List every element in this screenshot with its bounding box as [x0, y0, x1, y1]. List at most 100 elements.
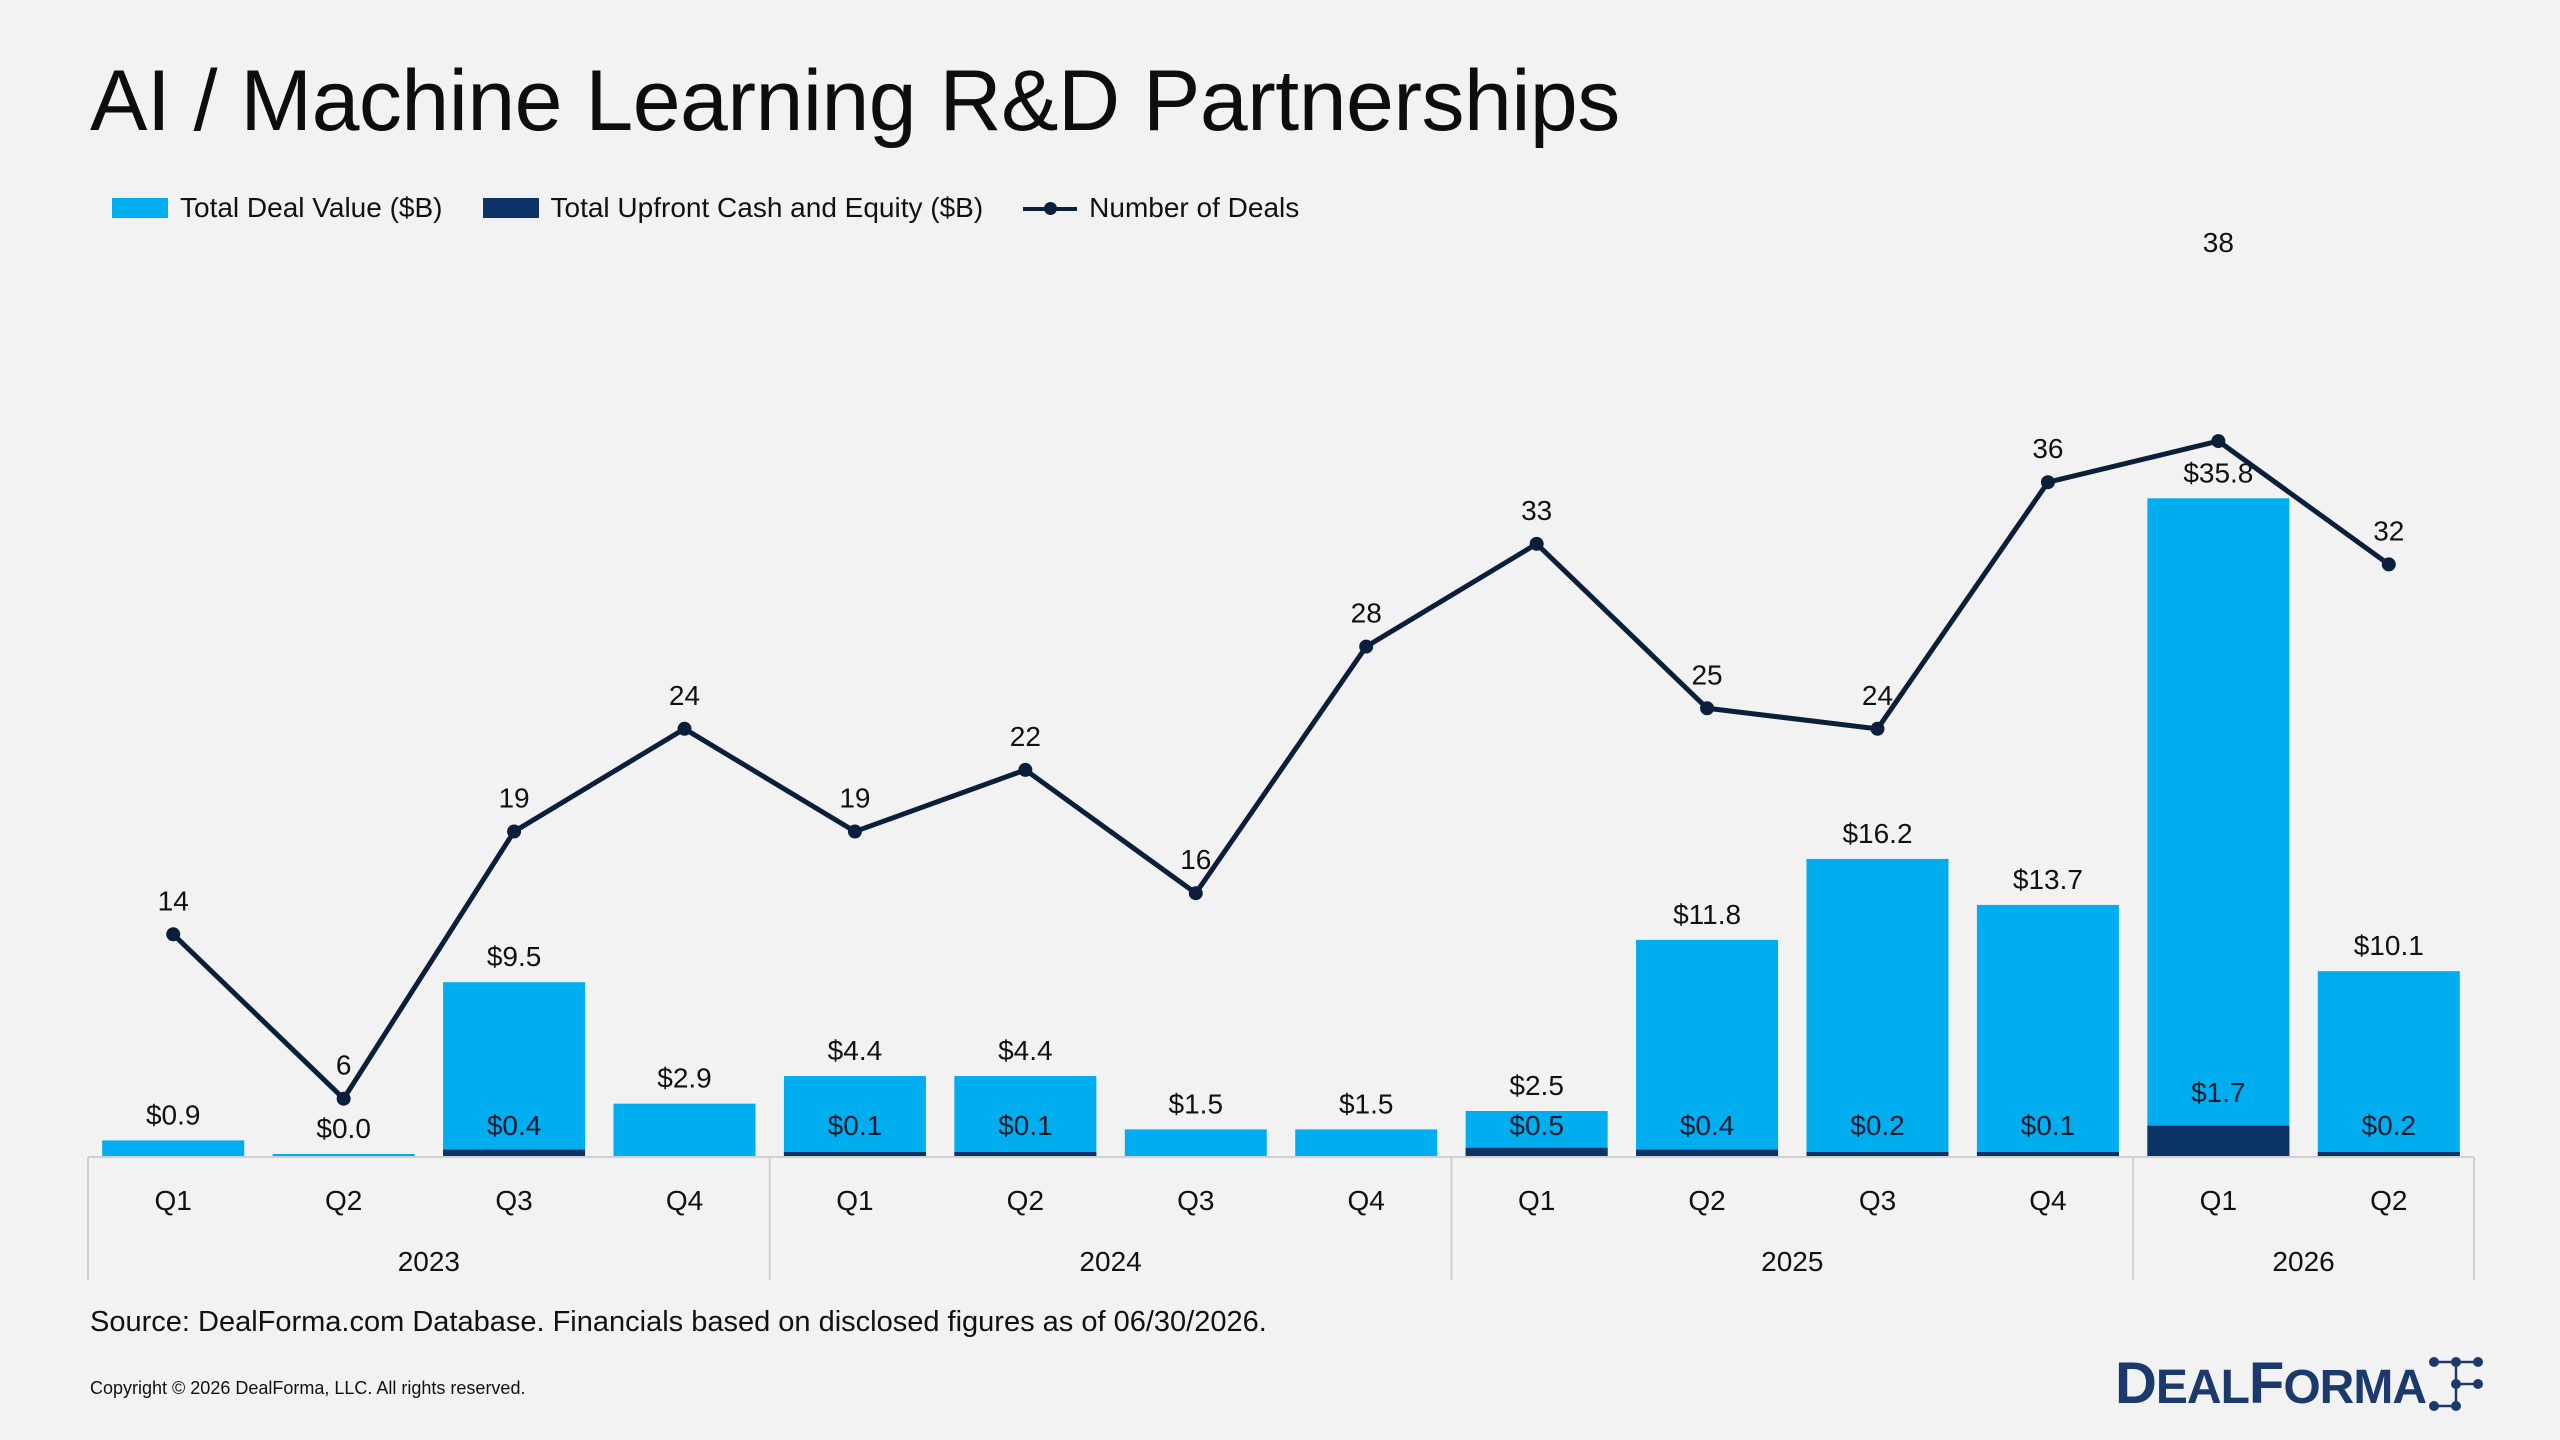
deals-label: 28 [1351, 598, 1382, 629]
bar-total-value [2147, 498, 2290, 1157]
deals-point [1359, 639, 1374, 654]
bar-label-upfront: $0.1 [998, 1110, 1053, 1141]
bar-label-upfront: $1.7 [2191, 1077, 2246, 1108]
deals-point [336, 1091, 351, 1106]
bar-upfront [1636, 1149, 1779, 1157]
chart-legend: Total Deal Value ($B) Total Upfront Cash… [112, 192, 1339, 224]
legend-swatch-upfront [482, 198, 539, 218]
x-tick-label-year: 2025 [1761, 1246, 1823, 1277]
bar-upfront [1465, 1147, 1608, 1157]
x-tick-label-quarter: Q1 [836, 1185, 873, 1216]
bar-label-total-value: $4.4 [998, 1035, 1053, 1066]
bar-label-total-value: $11.8 [1673, 899, 1741, 930]
deals-label: 22 [1010, 721, 1041, 752]
bar-total-value [443, 982, 586, 1157]
bar-label-total-value: $0.9 [146, 1099, 201, 1130]
x-tick-label-quarter: Q1 [1518, 1185, 1555, 1216]
dealforma-logo: DEALFORMA [2115, 1350, 2488, 1417]
deals-point [1700, 701, 1715, 716]
bar-total-value [272, 1154, 415, 1157]
source-note: Source: DealForma.com Database. Financia… [90, 1306, 1267, 1338]
bar-upfront [2317, 1152, 2460, 1157]
legend-item-deals: Number of Deals [1023, 192, 1299, 224]
x-tick-label-quarter: Q4 [666, 1185, 703, 1216]
bar-label-total-value: $9.5 [487, 941, 542, 972]
deals-line [171, 438, 2391, 1103]
bar-label-total-value: $10.1 [2354, 930, 2424, 961]
copyright-note: Copyright © 2026 DealForma, LLC. All rig… [90, 1378, 526, 1398]
x-tick-label-quarter: Q4 [1348, 1185, 1385, 1216]
chart-plot: $0.9 $0.0 $9.5 $2.9 $4.4 $4.4 $1.5 $1.5 $2.5 $11.… [87, 227, 2475, 1280]
x-tick-label-quarter: Q3 [1859, 1185, 1896, 1216]
x-tick-label-quarter: Q3 [1177, 1185, 1214, 1216]
x-tick-label-quarter: Q4 [2029, 1185, 2066, 1216]
bar-total-value [954, 1076, 1097, 1157]
legend-label-total-value: Total Deal Value ($B) [180, 192, 443, 223]
bar-label-upfront: $0.1 [828, 1110, 883, 1141]
deals-point [1870, 721, 1885, 736]
bar-upfront [443, 1149, 586, 1157]
x-tick-label-quarter: Q2 [1007, 1185, 1044, 1216]
deals-label: 32 [2373, 515, 2404, 546]
x-tick-label-quarter: Q3 [495, 1185, 532, 1216]
deals-label: 25 [1691, 659, 1722, 690]
bar-total-value [1295, 1129, 1438, 1157]
bar-upfront [1806, 1152, 1949, 1157]
legend-marker-deals [1023, 198, 1078, 218]
deals-point [2381, 557, 2396, 572]
bar-label-total-value: $35.8 [2183, 457, 2253, 488]
bar-total-value [102, 1140, 245, 1157]
bar-total-value [1976, 904, 2119, 1157]
deals-label: 19 [839, 783, 870, 814]
x-tick-label-quarter: Q2 [1688, 1185, 1725, 1216]
bar-label-total-value: $1.5 [1169, 1088, 1224, 1119]
deals-point [166, 927, 181, 942]
x-tick-label-year: 2024 [1079, 1246, 1141, 1277]
bar-label-upfront: $0.4 [1680, 1110, 1735, 1141]
legend-item-total-value: Total Deal Value ($B) [112, 192, 443, 224]
x-tick-label-quarter: Q2 [325, 1185, 362, 1216]
chart-title: AI / Machine Learning R&D Partnerships [90, 53, 1620, 149]
bar-label-total-value: $1.5 [1339, 1088, 1394, 1119]
bar-label-total-value: $16.2 [1842, 818, 1912, 849]
deals-label: 38 [2203, 227, 2234, 258]
deals-point [677, 721, 692, 736]
bar-total-value [613, 1103, 756, 1157]
legend-label-upfront: Total Upfront Cash and Equity ($B) [550, 192, 984, 223]
deals-label: 24 [1862, 680, 1893, 711]
deals-label: 19 [498, 783, 529, 814]
bar-label-upfront: $0.2 [1850, 1110, 1905, 1141]
deals-point [1529, 536, 1544, 551]
deals-point [1018, 762, 1033, 777]
bar-total-value [1636, 939, 1779, 1157]
bar-label-upfront: $0.5 [1509, 1110, 1564, 1141]
bar-total-value [1124, 1129, 1267, 1157]
legend-label-deals: Number of Deals [1089, 192, 1300, 223]
logo-wordmark: DEALFORMA [2115, 1351, 2427, 1416]
x-tick-label-quarter: Q2 [2370, 1185, 2407, 1216]
x-tick-label-year: 2023 [398, 1246, 460, 1277]
bar-label-upfront: $0.2 [2362, 1110, 2417, 1141]
bar-total-value [1806, 858, 1949, 1157]
bar-upfront [1976, 1152, 2119, 1157]
bar-total-value [2317, 971, 2460, 1157]
bar-upfront [954, 1152, 1097, 1157]
bar-label-upfront: $0.1 [2021, 1110, 2076, 1141]
bar-total-value [783, 1076, 926, 1157]
logo-dots-icon [2429, 1356, 2483, 1411]
bar-upfront [783, 1152, 926, 1157]
legend-item-upfront: Total Upfront Cash and Equity ($B) [482, 192, 984, 224]
bar-label-upfront: $0.4 [487, 1110, 542, 1141]
x-tick-label-quarter: Q1 [2200, 1185, 2237, 1216]
deals-label: 36 [2032, 433, 2063, 464]
deals-point [1188, 886, 1203, 901]
deals-point [507, 824, 522, 839]
deals-point [2040, 475, 2055, 490]
bar-label-total-value: $2.9 [657, 1063, 712, 1094]
x-tick-label-quarter: Q1 [155, 1185, 192, 1216]
deals-label: 33 [1521, 495, 1552, 526]
deals-label: 24 [669, 680, 700, 711]
legend-swatch-total-value [112, 198, 168, 218]
deals-label: 6 [336, 1050, 352, 1081]
bar-label-total-value: $4.4 [828, 1035, 883, 1066]
